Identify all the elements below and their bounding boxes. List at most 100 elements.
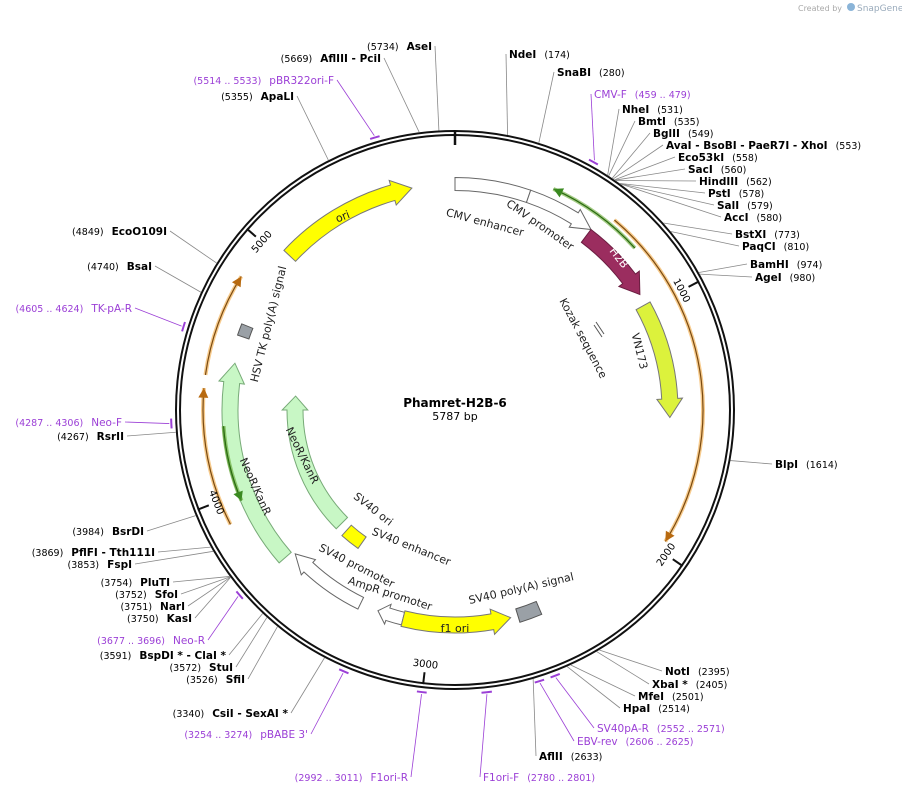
label-name: Neo-F: [91, 417, 122, 429]
label-name: AvaI - BsoBI - PaeR7I - XhoI: [666, 140, 828, 152]
leader-line: [310, 672, 344, 735]
leader-line: [619, 183, 722, 218]
label-position: (5355): [221, 92, 253, 103]
label-position: (562): [746, 177, 772, 188]
label-name: BamHI: [750, 259, 789, 271]
label-position: (560): [721, 165, 747, 176]
label-position: (579): [747, 201, 773, 212]
label-name: SacI: [688, 164, 713, 176]
label-name: FspI: [107, 559, 132, 571]
leader-line: [134, 307, 182, 327]
leader-line: [730, 460, 773, 465]
feature-arrow: [281, 395, 349, 530]
tick-label: 5000: [250, 229, 275, 255]
leader-line: [194, 577, 231, 619]
label-name: StuI: [209, 662, 233, 674]
leader-line: [539, 682, 575, 742]
feature-label: Kozak sequence: [557, 296, 610, 381]
feature-label: HSV TK poly(A) signal: [248, 265, 289, 384]
feature-label: ori: [334, 208, 352, 225]
feature-label: SV40 poly(A) signal: [467, 570, 575, 607]
leader-line: [207, 596, 239, 641]
label-position: (3340): [173, 709, 205, 720]
label-position: (4605 .. 4624): [15, 304, 83, 315]
leader-line: [126, 431, 176, 437]
leader-line: [596, 651, 650, 685]
label-name: ApaLI: [261, 91, 294, 103]
label-name: BmtI: [638, 116, 666, 128]
kozak-mark: [593, 324, 603, 338]
label-name: NheI: [622, 104, 649, 116]
label-name: TK-pA-R: [90, 303, 132, 315]
leader-line: [124, 421, 170, 424]
label-name: PstI: [708, 188, 731, 200]
label-name: CsiI - SexAI *: [212, 708, 288, 720]
feature-arrow: [236, 323, 254, 340]
label-position: (2395): [698, 667, 730, 678]
leader-line: [180, 576, 231, 595]
primer-mark: [534, 678, 545, 684]
label-name: KasI: [167, 613, 192, 625]
label-position: (5734): [367, 42, 399, 53]
orf-head: [231, 276, 242, 288]
label-position: (2405): [696, 680, 728, 691]
label-name: BstXI: [735, 229, 766, 241]
leader-line: [611, 132, 651, 179]
label-position: (4287 .. 4306): [15, 418, 83, 429]
label-name: BlpI: [775, 459, 798, 471]
orf-line: [202, 387, 232, 525]
plasmid-name: Phamret-H2B-6: [403, 396, 507, 410]
label-position: (2552 .. 2571): [657, 724, 725, 735]
label-position: (558): [732, 153, 758, 164]
label-position: (974): [797, 260, 823, 271]
label-name: PaqCI: [742, 241, 776, 253]
leader-line: [532, 678, 537, 757]
orf-head: [665, 530, 675, 542]
leader-line: [235, 617, 268, 668]
label-name: pBR322ori-F: [269, 75, 334, 87]
leader-line: [157, 546, 211, 553]
leader-line: [146, 515, 196, 532]
label-name: SV40pA-R: [597, 723, 649, 735]
brand-prefix: Created by: [798, 4, 842, 13]
leader-line: [505, 53, 508, 135]
label-position: (4740): [87, 262, 119, 273]
label-position: (3750): [127, 614, 159, 625]
orf-head: [198, 388, 209, 398]
label-position: (3869): [32, 548, 64, 559]
label-name: F1ori-R: [371, 772, 408, 784]
label-position: (174): [544, 50, 570, 61]
label-position: (810): [784, 242, 810, 253]
label-position: (4849): [72, 227, 104, 238]
label-position: (2514): [658, 704, 690, 715]
label-position: (2633): [571, 752, 603, 763]
leader-line: [698, 263, 748, 273]
label-position: (3591): [100, 651, 132, 662]
leader-line: [228, 613, 263, 656]
leader-line: [614, 156, 676, 181]
label-name: PflFI - Tth111I: [71, 547, 155, 559]
label-position: (3853): [68, 560, 100, 571]
feature-label: SV40 ori: [351, 490, 395, 529]
feature-arrow: [294, 553, 365, 610]
label-name: RsrII: [97, 431, 124, 443]
feature-arrow: [283, 179, 413, 263]
feature-arrow: [515, 600, 543, 623]
label-position: (3984): [72, 527, 104, 538]
label-name: NarI: [160, 601, 185, 613]
label-position: (553): [836, 141, 862, 152]
feature-arrow: [580, 228, 641, 296]
tick-mark: [688, 280, 700, 288]
label-name: Neo-R: [173, 635, 205, 647]
label-position: (3572): [169, 663, 201, 674]
primer-mark: [369, 135, 380, 140]
label-name: SnaBI: [557, 67, 591, 79]
label-position: (549): [688, 129, 714, 140]
label-position: (3526): [186, 675, 218, 686]
label-position: (3677 .. 3696): [97, 636, 165, 647]
leader-line: [247, 626, 278, 680]
label-position: (578): [739, 189, 765, 200]
primer-mark: [181, 321, 186, 332]
leader-line: [608, 120, 636, 177]
